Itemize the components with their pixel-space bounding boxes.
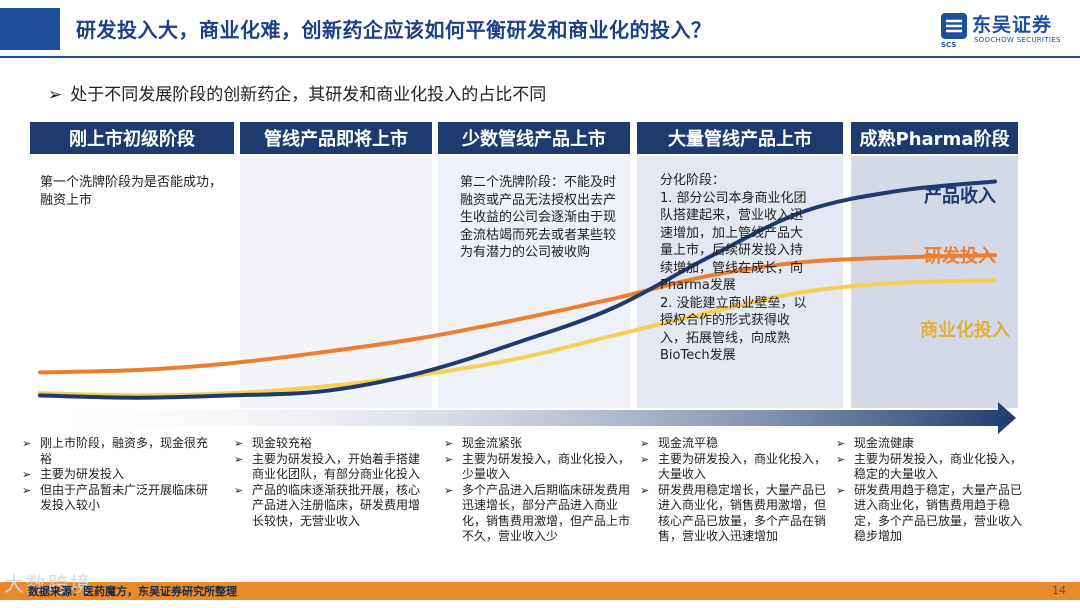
page-title: 研发投入大，商业化难，创新药企应该如何平衡研发和商业化的投入？: [76, 18, 712, 42]
list-item: 现金较充裕: [234, 436, 424, 452]
series-line-commercial-investment: [38, 278, 997, 398]
stage-bullets-1: 刚上市阶段，融资多，现金很充裕 主要为研发投入 但由于产品暂未广泛开展临床研发投…: [22, 436, 218, 514]
list-item: 主要为研发投入: [22, 467, 218, 483]
list-item: 主要为研发投入，开始着手搭建商业化团队，有部分商业化投入: [234, 452, 424, 483]
header-divider: [0, 56, 1080, 58]
subtitle-text: 处于不同发展阶段的创新药企，其研发和商业化投入的占比不同: [70, 85, 547, 105]
list-item: 主要为研发投入，商业化投入，稳定的大量收入: [836, 452, 1024, 483]
label-product-revenue: 产品收入: [924, 186, 996, 207]
logo-text-en: SOOCHOW SECURITIES: [974, 36, 1061, 44]
stage-note-1: 第一个洗牌阶段为是否能成功，融资上市: [40, 175, 223, 208]
stage-header-2: 管线产品即将上市: [240, 122, 432, 154]
list-item: 产品的临床逐渐获批开展，核心产品进入注册临床，研发费用增长较快，无营业收入: [234, 483, 424, 530]
stage-header-5: 成熟Pharma阶段: [851, 122, 1018, 154]
stage-note-3: 第二个洗牌阶段：不能及时融资或产品无法授权出去产生收益的公司会逐渐由于现金流枯竭…: [460, 175, 617, 260]
stage-bullets-3: 现金流紧张 主要为研发投入，商业化投入，少量收入 多个产品进入后期临床研发费用迅…: [444, 436, 630, 545]
stage-header-3: 少数管线产品上市: [438, 122, 630, 154]
label-commercial-investment: 商业化投入: [920, 320, 1010, 341]
stage-bullets-2: 现金较充裕 主要为研发投入，开始着手搭建商业化团队，有部分商业化投入 产品的临床…: [234, 436, 424, 529]
arrow-bullet-icon: ➢: [48, 85, 63, 105]
watermark: 大数跨境: [4, 572, 92, 596]
list-item: 主要为研发投入，商业化投入，大量收入: [640, 452, 826, 483]
stage-panel-2: [240, 156, 432, 408]
stage-note-4: 分化阶段： 1. 部分公司本身商业化团队搭建起来，营业收入迅速增加，加上管线产品…: [660, 173, 807, 363]
list-item: 但由于产品暂未广泛开展临床研发投入较小: [22, 483, 218, 514]
logo-text-cn: 东吴证券: [972, 14, 1053, 36]
label-rd-investment: 研发投入: [924, 246, 996, 267]
footer-bar: [0, 582, 1080, 600]
list-item: 现金流健康: [836, 436, 1024, 452]
timeline-arrow: [30, 402, 1016, 434]
series-line-product-revenue: [38, 179, 997, 400]
list-item: 刚上市阶段，融资多，现金很充裕: [22, 436, 218, 467]
stage-header-4: 大量管线产品上市: [637, 122, 843, 154]
stage-header-1: 刚上市初级阶段: [30, 122, 234, 154]
list-item: 多个产品进入后期临床研发费用迅速增长，部分产品进入商业化，销售费用激增，但产品上…: [444, 483, 630, 545]
logo-mark-icon: [941, 13, 967, 39]
header-accent-bar: [0, 8, 60, 50]
list-item: 主要为研发投入，商业化投入，少量收入: [444, 452, 630, 483]
list-item: 研发费用稳定增长，大量产品已进入商业化，销售费用激增，但核心产品已放量，多个产品…: [640, 483, 826, 545]
source-note: 数据来源：医药魔方，东吴证券研究所整理: [28, 585, 237, 598]
subtitle: ➢ 处于不同发展阶段的创新药企，其研发和商业化投入的占比不同: [48, 80, 546, 105]
series-line-rd-investment: [38, 253, 997, 375]
company-logo: 东吴证券 SOOCHOW SECURITIES SCS: [940, 10, 1070, 50]
stage-bullets-5: 现金流健康 主要为研发投入，商业化投入，稳定的大量收入 研发费用趋于稳定，大量产…: [836, 436, 1024, 545]
list-item: 现金流平稳: [640, 436, 826, 452]
stage-panel-4: [637, 156, 843, 408]
logo-abbr: SCS: [941, 41, 957, 49]
page-number: 14: [1052, 584, 1066, 597]
stage-bullets-4: 现金流平稳 主要为研发投入，商业化投入，大量收入 研发费用稳定增长，大量产品已进…: [640, 436, 826, 545]
list-item: 研发费用趋于稳定，大量产品已进入商业化，销售费用趋于稳定，多个产品已放量，营业收…: [836, 483, 1024, 545]
stage-curve-chart: [30, 179, 1016, 434]
list-item: 现金流紧张: [444, 436, 630, 452]
